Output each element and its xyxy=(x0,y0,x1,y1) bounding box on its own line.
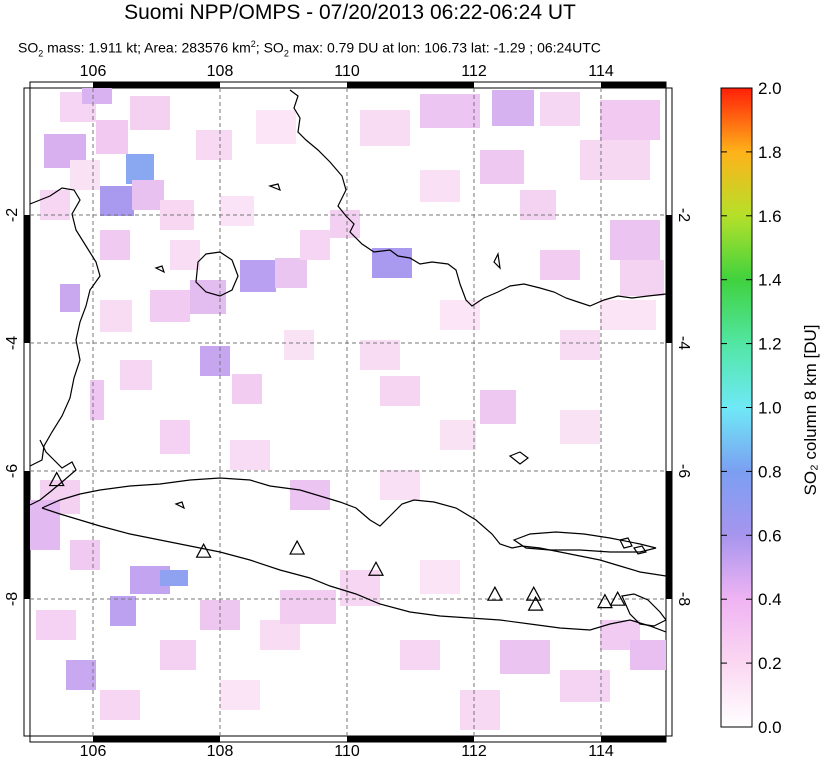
so2-max-text: max: 0.79 DU at lon: 106.73 lat: -1.29 ;… xyxy=(288,39,601,56)
so2-max-prefix: ; SO xyxy=(255,39,284,56)
lon-tick: 114 xyxy=(588,63,614,80)
colorbar-ticks: 0.0 0.2 0.4 0.6 0.8 1.0 1.2 1.4 1.6 1.8 2.0 xyxy=(721,79,782,737)
coastlines xyxy=(30,89,666,633)
lat-tick: -8 xyxy=(4,592,21,606)
colorbar-tick-label: 2.0 xyxy=(758,79,782,98)
colorbar-tick-label: 1.2 xyxy=(758,335,782,354)
lat-tick: -4 xyxy=(675,336,692,350)
map-title: Suomi NPP/OMPS - 07/20/2013 06:22-06:24 … xyxy=(124,1,576,24)
volcano-marker xyxy=(527,595,544,611)
so2-mass-prefix: SO xyxy=(18,39,39,56)
volcano-marker xyxy=(289,539,306,555)
volcano-marker xyxy=(596,593,613,609)
lon-tick: 112 xyxy=(461,743,487,759)
map-frame xyxy=(23,81,673,743)
lon-tick: 106 xyxy=(80,63,107,80)
volcano-marker xyxy=(525,585,542,601)
lon-ticks-bottom: 106 108 110 112 114 xyxy=(80,743,614,759)
map-grid xyxy=(30,88,666,736)
map-subtitle: SO2 mass: 1.911 kt; Area: 283576 km2; SO… xyxy=(18,39,601,59)
lon-tick: 108 xyxy=(207,63,234,80)
lon-tick: 106 xyxy=(80,743,107,759)
lat-tick: -6 xyxy=(4,464,21,478)
lat-tick: -8 xyxy=(675,592,692,606)
lon-tick: 110 xyxy=(334,63,360,80)
colorbar-tick-label: 1.8 xyxy=(758,143,782,162)
so2-pixel-layer xyxy=(30,88,666,730)
lon-tick: 112 xyxy=(461,63,487,80)
so2-mass-text: mass: 1.911 kt; Area: 283576 km xyxy=(43,39,251,56)
colorbar-tick-label: 0.4 xyxy=(758,590,782,609)
lat-tick: -2 xyxy=(4,208,21,222)
colorbar-tick-label: 1.0 xyxy=(758,399,782,418)
volcano-marker xyxy=(367,560,384,576)
lat-tick: -4 xyxy=(4,336,21,350)
colorbar-tick-label: 0.8 xyxy=(758,462,782,481)
volcano-marker xyxy=(486,585,503,601)
lon-tick: 110 xyxy=(334,743,360,759)
colorbar-tick-label: 1.4 xyxy=(758,271,782,290)
volcano-markers xyxy=(48,471,626,611)
lon-tick: 108 xyxy=(207,743,234,759)
lat-tick: -6 xyxy=(675,464,692,478)
lat-tick: -2 xyxy=(675,208,692,222)
lat-ticks-right: -2 -4 -6 -8 xyxy=(675,208,692,606)
colorbar: 0.0 0.2 0.4 0.6 0.8 1.0 1.2 1.4 1.6 1.8 2.0 SO₂ co… xyxy=(720,79,820,737)
colorbar-tick-label: 1.6 xyxy=(758,207,782,226)
lon-tick: 114 xyxy=(588,743,614,759)
volcano-marker xyxy=(195,542,212,558)
colorbar-tick-label: 0.0 xyxy=(758,718,782,737)
colorbar-tick-label: 0.2 xyxy=(758,654,782,673)
lat-ticks-left: -2 -4 -6 -8 xyxy=(4,208,21,606)
colorbar-tick-label: 0.6 xyxy=(758,526,782,545)
volcano-marker xyxy=(609,590,626,606)
volcano-marker xyxy=(48,471,65,487)
lon-ticks-top: 106 108 110 112 114 xyxy=(80,63,614,80)
colorbar-label: SO₂ column 8 km [DU] xyxy=(801,325,820,496)
